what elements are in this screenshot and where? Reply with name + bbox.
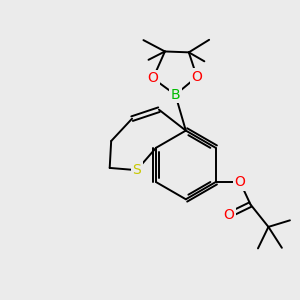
Text: O: O xyxy=(224,208,234,222)
Text: O: O xyxy=(235,175,245,189)
Text: O: O xyxy=(191,70,202,84)
Text: S: S xyxy=(132,163,141,177)
Text: B: B xyxy=(171,88,180,102)
Text: O: O xyxy=(148,71,158,85)
